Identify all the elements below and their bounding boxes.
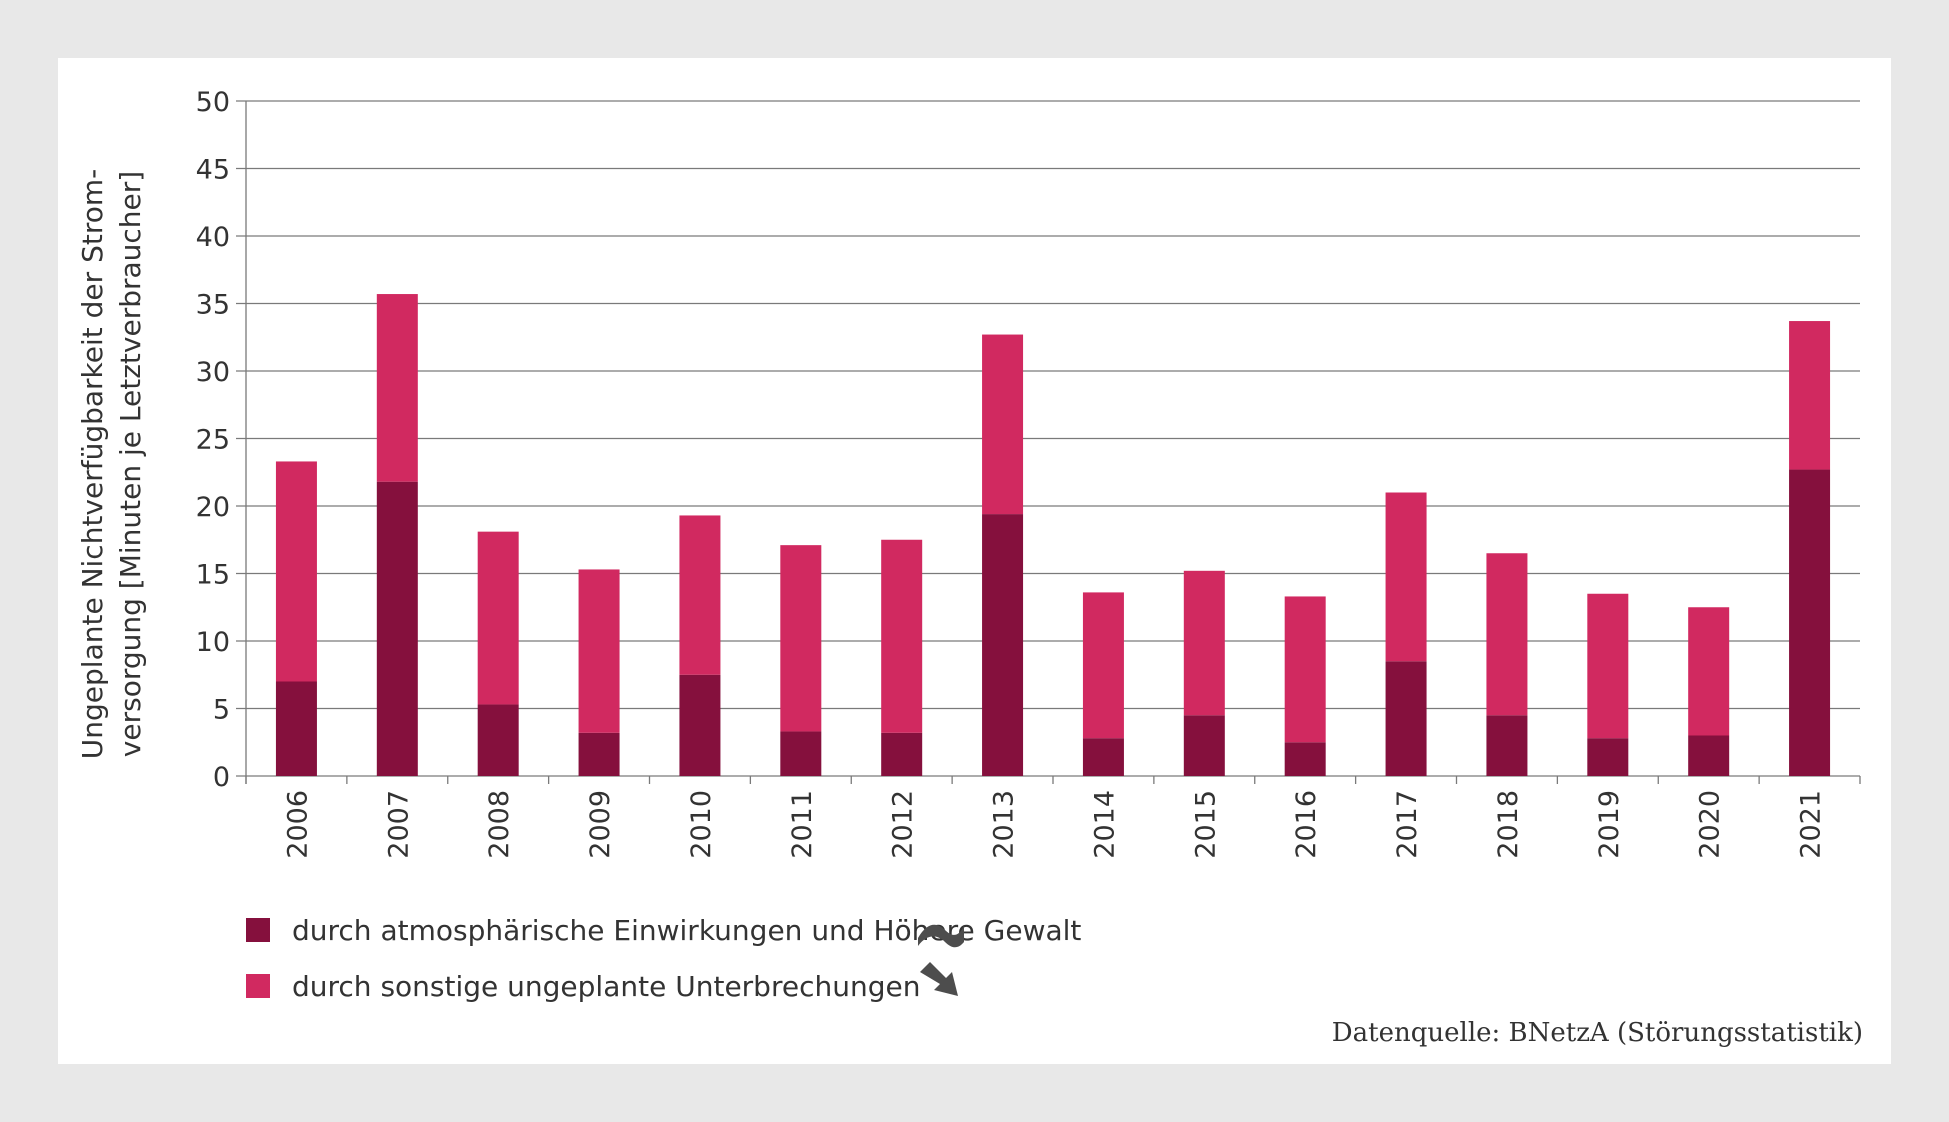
y-tick-label-45: 45 — [196, 155, 230, 186]
y-tick-label-0: 0 — [213, 762, 230, 793]
bar-2009-series-1 — [578, 732, 620, 776]
bar-2014-series-1 — [1082, 738, 1124, 776]
x-tick-label-2017: 2017 — [1392, 790, 1423, 859]
y-tick-label-20: 20 — [196, 492, 230, 523]
y-tick-label-5: 5 — [213, 695, 230, 726]
bar-2018-series-1 — [1486, 715, 1528, 776]
bar-2015-series-1 — [1183, 715, 1225, 776]
x-tick-label-2010: 2010 — [686, 790, 717, 859]
bar-2010-series-1 — [679, 674, 721, 776]
legend-item-other: durch sonstige ungeplante Unterbrechunge… — [246, 969, 921, 1003]
y-tick-label-30: 30 — [196, 357, 230, 388]
bar-2021-series-1 — [1789, 469, 1831, 776]
axis-layer: 0 5 10 15 20 25 30 35 40 45 50 2006 2007 2008 2009 2010… — [196, 87, 1861, 859]
bar-layer — [275, 294, 1831, 776]
tilde-no-trend-icon — [918, 924, 964, 948]
x-tick-label-2009: 2009 — [585, 790, 616, 859]
bar-2011-series-2 — [780, 545, 822, 732]
bar-2020-series-1 — [1688, 735, 1730, 776]
bar-2020-series-2 — [1688, 607, 1730, 736]
y-axis-label-line-1: Ungeplante Nichtverfügbarkeit der Strom- — [76, 169, 109, 759]
y-tick-label-25: 25 — [196, 425, 230, 456]
bar-2019-series-1 — [1587, 738, 1629, 776]
bar-2016-series-2 — [1284, 596, 1326, 743]
y-tick-label-50: 50 — [196, 87, 230, 118]
y-axis-label-line-2: versorgung [Minuten je Letztverbraucher] — [114, 171, 147, 757]
bar-2006-series-2 — [275, 461, 317, 682]
x-tick-label-2016: 2016 — [1291, 790, 1322, 859]
x-tick-label-2014: 2014 — [1089, 790, 1120, 859]
legend-swatch-other — [246, 974, 270, 998]
y-tick-label-10: 10 — [196, 627, 230, 658]
bar-2009-series-2 — [578, 569, 620, 733]
bar-2006-series-1 — [275, 681, 317, 776]
x-tick-label-2007: 2007 — [383, 790, 414, 859]
x-tick-label-2021: 2021 — [1796, 790, 1827, 859]
x-tick-label-2018: 2018 — [1493, 790, 1524, 859]
x-tick-label-2011: 2011 — [787, 790, 818, 859]
bar-2017-series-2 — [1385, 492, 1427, 662]
x-tick-label-2020: 2020 — [1695, 790, 1726, 859]
bar-2017-series-1 — [1385, 661, 1427, 776]
bar-2012-series-1 — [881, 732, 923, 776]
bar-2021-series-2 — [1789, 321, 1831, 470]
bar-2008-series-2 — [477, 531, 519, 705]
bar-2014-series-2 — [1082, 592, 1124, 739]
legend-swatch-atmospheric — [246, 918, 270, 942]
bar-2019-series-2 — [1587, 593, 1629, 739]
bar-2013-series-2 — [982, 334, 1024, 515]
y-tick-label-15: 15 — [196, 560, 230, 591]
bar-2018-series-2 — [1486, 553, 1528, 716]
y-tick-label-40: 40 — [196, 222, 230, 253]
x-tick-label-2008: 2008 — [484, 790, 515, 859]
bar-2008-series-1 — [477, 704, 519, 776]
x-tick-label-2015: 2015 — [1190, 790, 1221, 859]
bar-2016-series-1 — [1284, 742, 1326, 776]
bar-2015-series-2 — [1183, 570, 1225, 716]
data-source: Datenquelle: BNetzA (Störungsstatistik) — [1331, 1018, 1863, 1048]
y-tick-label-35: 35 — [196, 290, 230, 321]
bar-2010-series-2 — [679, 515, 721, 675]
x-tick-label-2019: 2019 — [1594, 790, 1625, 859]
x-tick-label-2006: 2006 — [282, 790, 313, 859]
bar-2013-series-1 — [982, 514, 1024, 776]
stacked-bar-chart: 0 5 10 15 20 25 30 35 40 45 50 2006 2007 2008 2009 2010… — [76, 87, 1861, 859]
arrow-down-right-trend-icon — [920, 962, 958, 996]
bar-2007-series-2 — [376, 294, 418, 482]
chart-panel: 0 5 10 15 20 25 30 35 40 45 50 2006 2007 2008 2009 2010… — [58, 58, 1891, 1064]
x-tick-label-2012: 2012 — [888, 790, 919, 859]
x-tick-label-2013: 2013 — [989, 790, 1020, 859]
bar-2007-series-1 — [376, 481, 418, 776]
legend-label-other: durch sonstige ungeplante Unterbrechunge… — [292, 969, 921, 1003]
bar-2012-series-2 — [881, 539, 923, 733]
bar-2011-series-1 — [780, 731, 822, 776]
